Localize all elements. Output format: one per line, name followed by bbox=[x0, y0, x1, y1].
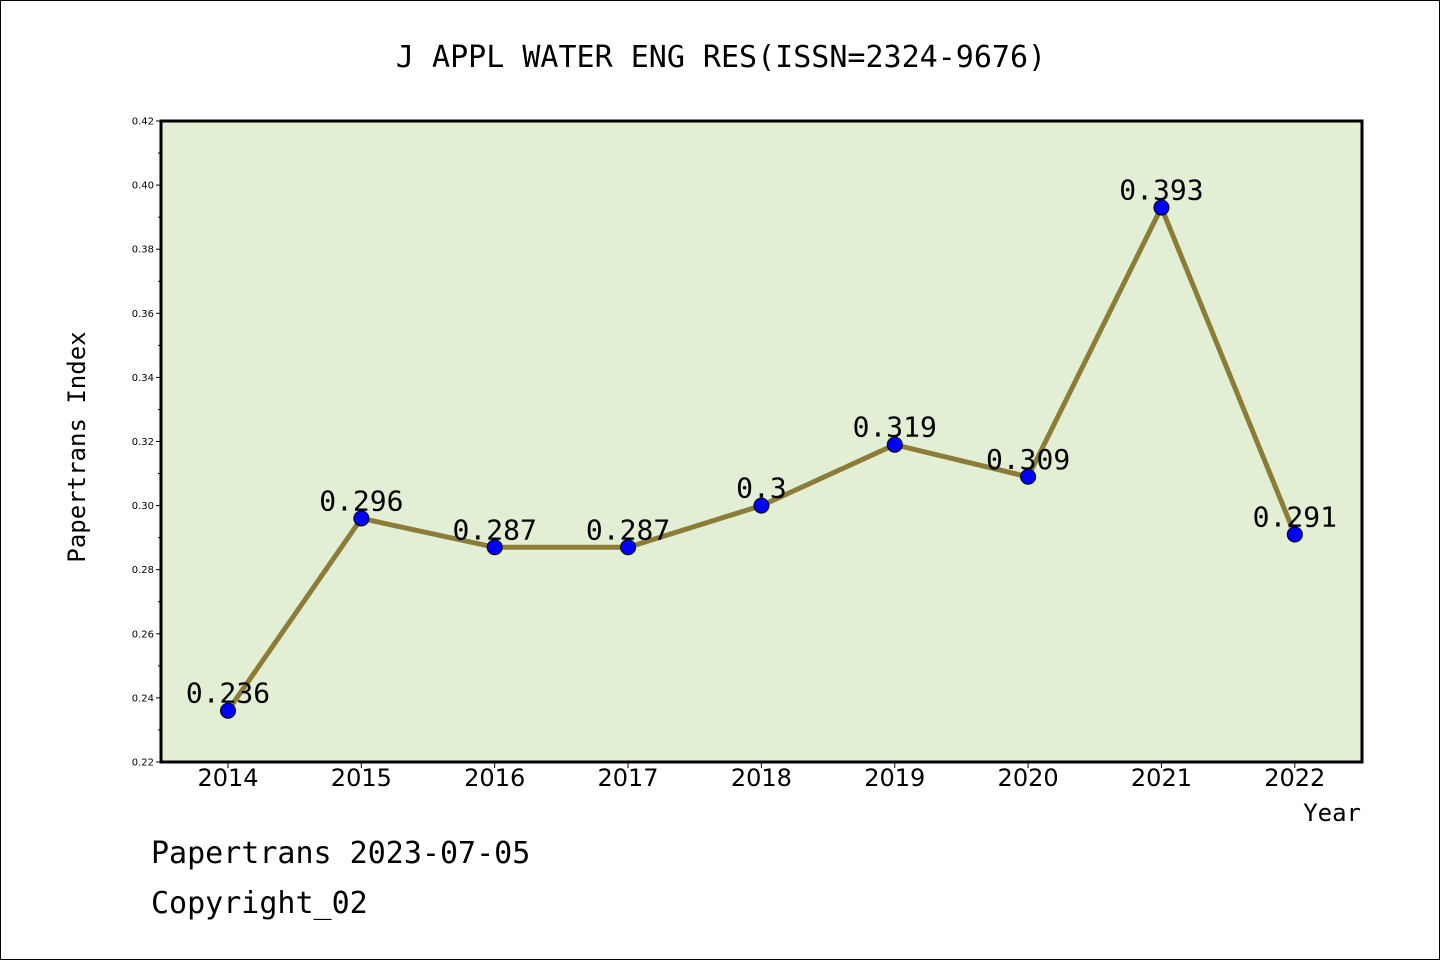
data-point-label: 0.393 bbox=[1119, 174, 1203, 207]
data-point-marker bbox=[1286, 526, 1303, 543]
data-point-label: 0.309 bbox=[986, 443, 1070, 476]
footer-source-date: Papertrans 2023-07-05 bbox=[151, 836, 531, 871]
y-tick-label: 0.24 bbox=[132, 693, 154, 704]
data-point-marker bbox=[620, 539, 637, 556]
x-tick-label: 2017 bbox=[598, 764, 659, 792]
x-tick-label: 2014 bbox=[197, 764, 258, 792]
y-tick-label: 0.42 bbox=[132, 117, 154, 128]
data-point-label: 0.287 bbox=[586, 513, 670, 546]
x-tick-label: 2018 bbox=[731, 764, 792, 792]
data-point-label: 0.236 bbox=[186, 677, 270, 710]
data-point-label: 0.287 bbox=[453, 513, 537, 546]
y-tick-label: 0.30 bbox=[132, 501, 154, 512]
y-tick-label: 0.38 bbox=[132, 245, 154, 256]
data-point-label: 0.3 bbox=[736, 472, 787, 505]
footer-copyright: Copyright_02 bbox=[151, 886, 368, 921]
data-point-marker bbox=[220, 702, 236, 719]
y-tick-label: 0.36 bbox=[132, 309, 154, 320]
y-tick-label: 0.32 bbox=[132, 437, 154, 448]
series-markers bbox=[220, 199, 1303, 719]
data-point-marker bbox=[886, 436, 903, 453]
data-point-label: 0.291 bbox=[1253, 500, 1337, 533]
y-tick-label: 0.28 bbox=[132, 565, 154, 576]
y-axis-label: Papertrans Index bbox=[63, 331, 91, 562]
y-axis-ticks: 0.22 0.24 0.26 0.28 0.30 0.32 0.34 0.36 0.38 0.40… bbox=[132, 117, 161, 769]
data-point-marker bbox=[486, 539, 503, 556]
data-labels: 0.236 0.296 0.287 0.287 0.3 0.319 0.309 0.393 0.… bbox=[186, 174, 1337, 710]
y-tick-label: 0.26 bbox=[132, 629, 154, 640]
data-point-marker bbox=[353, 510, 370, 527]
data-point-marker bbox=[1153, 199, 1170, 216]
chart-title: J APPL WATER ENG RES(ISSN=2324-9676) bbox=[396, 40, 1046, 75]
y-tick-label: 0.34 bbox=[132, 373, 154, 384]
x-axis-ticks: 2014 2015 2016 2017 2018 2019 2020 2021 2022 bbox=[197, 762, 1325, 792]
data-point-label: 0.296 bbox=[319, 484, 403, 517]
x-tick-label: 2020 bbox=[998, 764, 1059, 792]
x-tick-label: 2019 bbox=[864, 764, 925, 792]
x-tick-label: 2015 bbox=[331, 764, 392, 792]
x-tick-label: 2016 bbox=[464, 764, 525, 792]
data-point-marker bbox=[1020, 468, 1037, 485]
x-tick-label: 2022 bbox=[1264, 764, 1325, 792]
x-tick-label: 2021 bbox=[1131, 764, 1192, 792]
x-axis-label: Year bbox=[1303, 799, 1361, 827]
data-point-marker bbox=[753, 497, 770, 514]
plot-area bbox=[159, 119, 1364, 764]
y-tick-label: 0.22 bbox=[132, 758, 154, 769]
y-tick-label: 0.40 bbox=[132, 181, 154, 192]
data-point-label: 0.319 bbox=[853, 411, 937, 444]
